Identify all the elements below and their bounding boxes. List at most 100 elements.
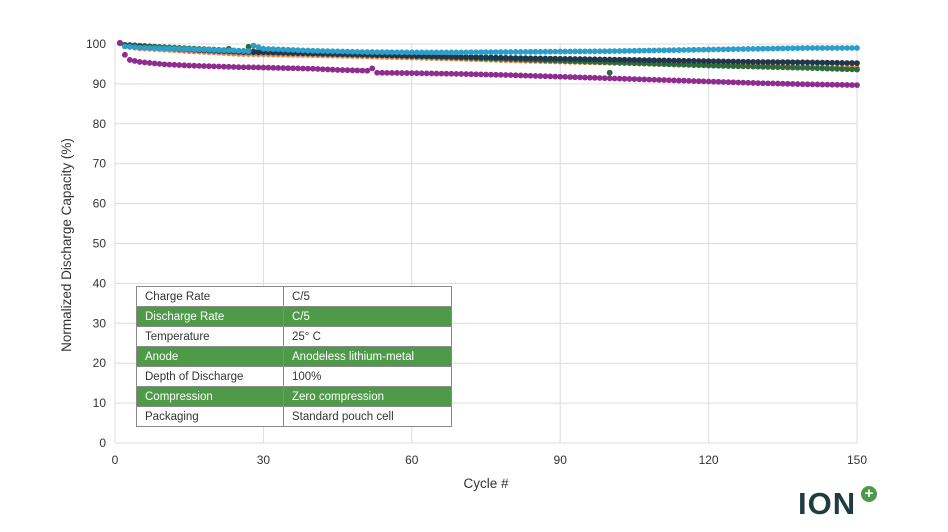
data-point bbox=[685, 57, 692, 64]
data-point bbox=[690, 46, 697, 53]
data-point bbox=[453, 53, 460, 60]
data-point bbox=[606, 69, 613, 76]
data-point bbox=[799, 64, 806, 71]
data-point bbox=[497, 71, 504, 78]
data-point bbox=[562, 55, 569, 62]
data-point bbox=[265, 64, 272, 71]
data-point bbox=[601, 48, 608, 55]
data-point bbox=[735, 63, 742, 70]
data-point bbox=[567, 48, 573, 55]
data-point bbox=[824, 59, 831, 66]
data-point bbox=[567, 74, 573, 80]
data-point bbox=[502, 49, 509, 55]
data-point bbox=[700, 62, 707, 69]
data-point bbox=[478, 54, 484, 61]
data-point bbox=[611, 75, 618, 82]
data-point bbox=[794, 59, 801, 66]
data-point bbox=[369, 49, 376, 55]
data-point bbox=[606, 48, 613, 55]
data-point bbox=[141, 59, 148, 66]
data-point bbox=[309, 65, 316, 72]
data-point bbox=[779, 59, 786, 66]
data-point bbox=[423, 70, 430, 77]
table-key: Discharge Rate bbox=[136, 306, 284, 327]
data-point bbox=[839, 81, 846, 88]
data-point bbox=[186, 62, 193, 69]
data-point bbox=[265, 46, 272, 52]
data-point bbox=[492, 71, 499, 78]
data-point bbox=[814, 59, 821, 66]
data-point bbox=[468, 71, 475, 78]
data-point bbox=[844, 45, 851, 51]
table-value: Standard pouch cell bbox=[283, 406, 452, 427]
data-point bbox=[799, 45, 806, 51]
data-point bbox=[676, 47, 682, 53]
data-point bbox=[690, 62, 697, 68]
data-point bbox=[408, 49, 415, 56]
data-point bbox=[586, 56, 593, 63]
data-point bbox=[725, 58, 732, 65]
data-point bbox=[745, 79, 752, 86]
data-point bbox=[656, 57, 663, 64]
data-point bbox=[572, 74, 578, 81]
data-point bbox=[789, 59, 796, 66]
data-point bbox=[300, 47, 306, 54]
data-point bbox=[458, 49, 465, 56]
data-point bbox=[527, 72, 534, 79]
data-point bbox=[305, 47, 311, 54]
data-point bbox=[690, 58, 697, 64]
data-point bbox=[329, 66, 336, 73]
data-point bbox=[591, 56, 598, 63]
data-point bbox=[473, 71, 480, 78]
data-point bbox=[215, 63, 222, 70]
data-point bbox=[136, 44, 143, 51]
data-point bbox=[359, 49, 366, 55]
data-point bbox=[770, 45, 776, 52]
y-tick-label: 40 bbox=[93, 276, 107, 290]
data-point bbox=[844, 60, 851, 66]
data-point bbox=[428, 49, 435, 56]
data-point bbox=[577, 74, 583, 81]
data-point bbox=[394, 70, 400, 76]
data-point bbox=[453, 70, 460, 77]
data-point bbox=[834, 45, 841, 51]
data-point bbox=[705, 78, 712, 85]
data-point bbox=[507, 55, 514, 61]
data-point bbox=[765, 45, 771, 52]
data-point bbox=[413, 70, 420, 77]
data-point bbox=[715, 78, 722, 85]
data-point bbox=[809, 45, 816, 51]
data-point bbox=[641, 47, 648, 54]
data-point bbox=[854, 82, 860, 88]
data-point bbox=[255, 49, 262, 56]
series-3 bbox=[117, 40, 860, 56]
data-point bbox=[839, 45, 846, 51]
data-point bbox=[448, 53, 455, 60]
data-point bbox=[324, 66, 331, 73]
data-point bbox=[453, 49, 460, 56]
data-point bbox=[319, 66, 326, 73]
data-point bbox=[814, 45, 821, 51]
data-point bbox=[255, 44, 262, 51]
table-row: Depth of Discharge 100% bbox=[136, 366, 452, 387]
data-point bbox=[784, 64, 791, 71]
data-point bbox=[582, 74, 588, 81]
x-axis-title: Cycle # bbox=[463, 476, 509, 491]
data-point bbox=[606, 75, 613, 82]
data-point bbox=[720, 63, 727, 69]
data-point bbox=[156, 60, 163, 67]
data-point bbox=[616, 48, 623, 54]
data-point bbox=[730, 58, 737, 65]
table-row: Anode Anodeless lithium-metal bbox=[136, 346, 452, 367]
x-tick-label: 120 bbox=[699, 453, 719, 467]
data-point bbox=[631, 57, 638, 63]
data-point bbox=[774, 80, 781, 87]
data-point bbox=[161, 45, 168, 52]
data-point bbox=[695, 58, 702, 64]
data-point bbox=[685, 62, 692, 68]
data-point bbox=[770, 64, 776, 71]
data-point bbox=[720, 79, 727, 85]
data-point bbox=[369, 65, 376, 72]
data-point bbox=[492, 54, 499, 61]
data-point bbox=[601, 75, 608, 82]
